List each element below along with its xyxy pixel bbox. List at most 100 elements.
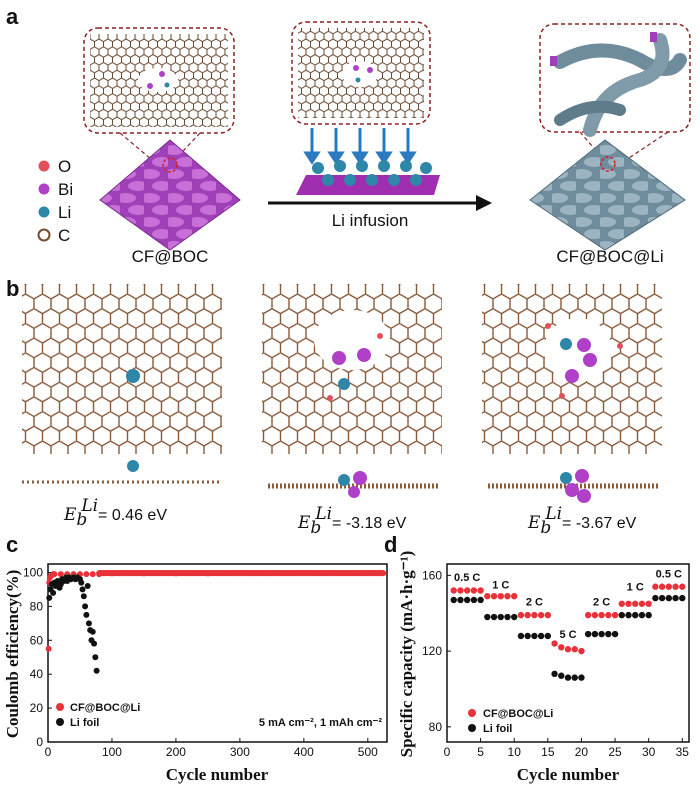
chart-d-data-point — [571, 646, 578, 653]
chart-c-data-point — [85, 620, 92, 627]
chart-d-data-point — [564, 674, 572, 681]
chart-d-rate-label: 2 C — [526, 597, 543, 609]
chart-c-ytick-label: 40 — [30, 667, 44, 681]
chart-c-data-point — [78, 579, 85, 586]
legend-marker-lifoil — [468, 724, 476, 732]
chart-c-data-point — [51, 571, 58, 578]
svg-text:EbLi= -3.67 eV: EbLi= -3.67 eV — [527, 504, 637, 538]
chart-c-ytick-label: 0 — [36, 735, 43, 749]
legend-li: Li — [38, 203, 71, 222]
chart-d-data-point — [470, 587, 478, 594]
bi-atom-icon — [159, 71, 165, 77]
svg-text:CF@BOC@Li: CF@BOC@Li — [70, 702, 140, 714]
infusion-arrow — [268, 195, 492, 211]
chart-d-data-point — [484, 613, 491, 621]
chart-d-data-point — [672, 583, 679, 590]
svg-text:Li foil: Li foil — [483, 723, 512, 735]
chart-d-rate-label: 0.5 C — [656, 568, 682, 580]
chart-d-data-point — [497, 613, 504, 621]
atom-legend: O Bi Li C — [37, 157, 73, 245]
chart-d-data-point — [584, 611, 592, 619]
chart-c-ytick-label: 80 — [30, 599, 44, 613]
chart-d-data-point — [551, 640, 558, 647]
energy-label-1: EbLi= 0.46 eV — [63, 496, 167, 530]
chart-c-ytick-label: 100 — [23, 565, 43, 579]
chart-d-rate-label: 1 C — [492, 580, 509, 592]
panel-a-zoom-middle — [291, 21, 431, 125]
chart-d-data-point — [558, 644, 565, 651]
graphene-sheet-1 — [22, 284, 222, 484]
li-infusion-illustration — [296, 128, 440, 195]
chart-d-data-point — [537, 632, 545, 640]
energy-label-3: EbLi= -3.67 eV — [527, 504, 637, 538]
chart-c-data-point — [57, 571, 64, 578]
chart-d-data-point — [450, 596, 457, 604]
svg-text:EbLi= -3.18 eV: EbLi= -3.18 eV — [297, 504, 407, 538]
chart-d-data-point — [665, 594, 673, 602]
chart-d-data-point — [517, 611, 525, 619]
chart-d-xtick-label: 30 — [642, 745, 656, 759]
chart-d-data-point — [679, 583, 686, 590]
chart-d-data-point — [504, 613, 511, 621]
chart-d-data-point — [665, 583, 673, 590]
chart-d-data-point — [524, 611, 531, 619]
chart-c-data-point — [93, 667, 100, 674]
legend-marker-cfbocli — [468, 709, 476, 717]
chart-d-xtick-label: 0 — [444, 745, 451, 759]
chart-c-data-point — [92, 654, 99, 661]
svg-text:Li: Li — [58, 203, 71, 222]
chart-d-data-point — [470, 596, 478, 604]
svg-text:C: C — [58, 226, 70, 245]
chart-c-data-point — [83, 571, 90, 578]
chart-d-data-point — [578, 647, 585, 655]
chart-d-rate-label: 2 C — [593, 597, 610, 609]
chart-d-data-point — [517, 632, 525, 640]
chart-d-data-point — [638, 600, 646, 607]
chart-d-data-point — [537, 611, 545, 619]
chart-d-xtick-label: 10 — [508, 745, 522, 759]
chart-d-data-point — [625, 600, 632, 607]
chart-d-data-point — [571, 674, 578, 681]
chart-c-xlabel: Cycle number — [166, 765, 269, 784]
chart-d-data-point — [605, 630, 612, 638]
chart-d-data-point — [605, 611, 612, 619]
chart-d-data-point — [658, 594, 666, 602]
chart-d-data-point — [450, 587, 457, 594]
chart-d-data-point — [477, 587, 484, 594]
chart-d-data-point — [484, 592, 491, 600]
svg-text:Bi: Bi — [58, 180, 73, 199]
legend-bi: Bi — [38, 180, 73, 199]
chart-c-series-lifoil — [46, 574, 100, 674]
chart-c-ylabel: Coulomb efficiency(%) — [3, 570, 22, 739]
chart-d-data-point — [584, 630, 592, 638]
chart-d-frame — [446, 563, 690, 743]
chart-d-data-point — [645, 611, 652, 619]
energy-label-2: EbLi= -3.18 eV — [297, 504, 407, 538]
chart-d-data-point — [632, 600, 639, 607]
lithium-atom-icon — [38, 206, 50, 218]
panel-label-c: c — [6, 532, 18, 557]
chart-c-ytick-label: 20 — [30, 701, 44, 715]
chart-d-data-point — [463, 587, 471, 594]
svg-text:O: O — [58, 157, 71, 176]
chart-c-data-point — [89, 628, 96, 635]
li-atom-icon — [164, 82, 170, 88]
li-atom-icon — [127, 460, 139, 472]
cf-boc-label: CF@BOC — [132, 247, 209, 266]
chart-d-data-point — [618, 600, 625, 607]
chart-d-data-point — [497, 592, 504, 600]
chart-d-data-point — [611, 630, 619, 638]
panel-a-zoom-left — [83, 27, 235, 166]
coulomb-efficiency-chart: 0 100 200 300 400 500 0 20 40 60 80 100 Cycle numbe… — [3, 563, 388, 784]
bismuth-atom-icon — [38, 183, 50, 195]
chart-d-data-point — [531, 611, 538, 619]
chart-d-rate-label: 1 C — [627, 582, 644, 594]
chart-d-ytick-label: 120 — [422, 644, 442, 658]
legend-c: C — [37, 226, 70, 245]
chart-d-rate-label: 5 C — [559, 629, 576, 641]
chart-d-xtick-label: 5 — [477, 745, 484, 759]
chart-c-data-point — [79, 586, 86, 593]
carbon-atom-icon — [37, 228, 51, 242]
oxygen-atom-icon — [38, 160, 50, 172]
